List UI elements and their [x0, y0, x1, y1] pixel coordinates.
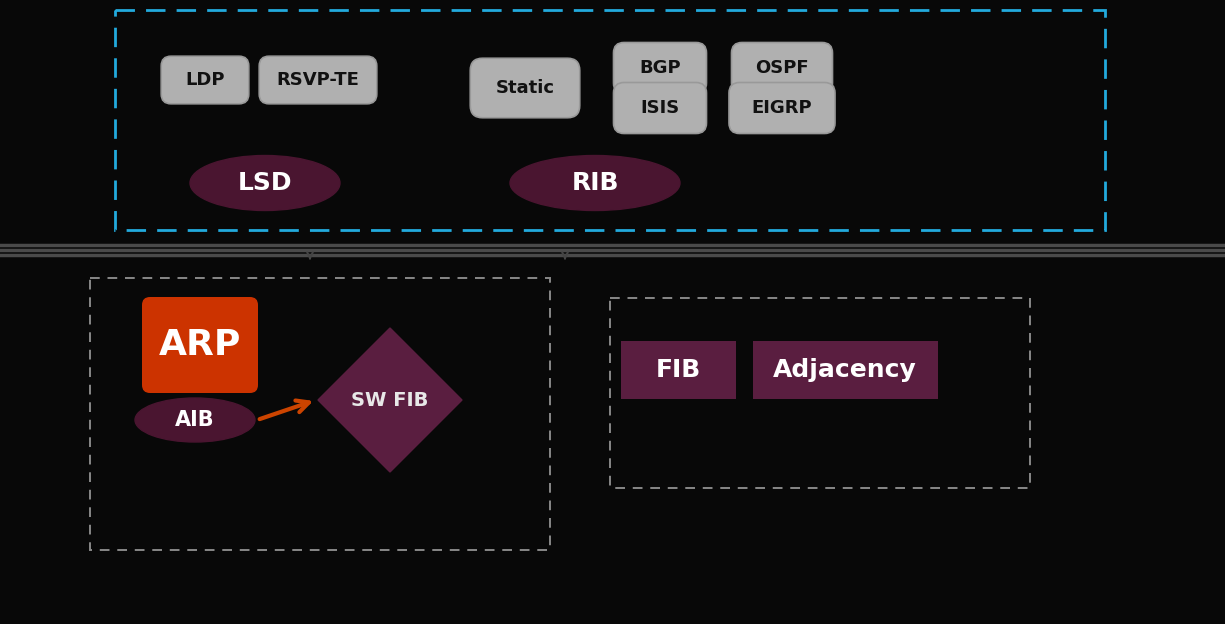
- Polygon shape: [318, 328, 462, 472]
- FancyBboxPatch shape: [731, 42, 833, 94]
- FancyBboxPatch shape: [729, 82, 835, 134]
- FancyBboxPatch shape: [752, 341, 937, 399]
- FancyBboxPatch shape: [614, 82, 707, 134]
- Text: BGP: BGP: [639, 59, 681, 77]
- FancyBboxPatch shape: [260, 56, 377, 104]
- Ellipse shape: [190, 155, 341, 210]
- Ellipse shape: [510, 155, 680, 210]
- Text: RSVP-TE: RSVP-TE: [277, 71, 359, 89]
- Text: RIB: RIB: [571, 171, 619, 195]
- Ellipse shape: [135, 398, 255, 442]
- FancyBboxPatch shape: [470, 58, 579, 118]
- Text: LDP: LDP: [185, 71, 224, 89]
- Text: ISIS: ISIS: [641, 99, 680, 117]
- FancyBboxPatch shape: [142, 297, 258, 393]
- Text: LSD: LSD: [238, 171, 293, 195]
- Text: AIB: AIB: [175, 410, 214, 430]
- FancyBboxPatch shape: [621, 341, 735, 399]
- Text: FIB: FIB: [655, 358, 701, 382]
- Text: OSPF: OSPF: [755, 59, 809, 77]
- Text: ARP: ARP: [159, 328, 241, 362]
- Text: Static: Static: [495, 79, 555, 97]
- FancyBboxPatch shape: [614, 42, 707, 94]
- FancyBboxPatch shape: [162, 56, 249, 104]
- Text: EIGRP: EIGRP: [752, 99, 812, 117]
- Text: SW FIB: SW FIB: [352, 391, 429, 409]
- Text: Adjacency: Adjacency: [773, 358, 916, 382]
